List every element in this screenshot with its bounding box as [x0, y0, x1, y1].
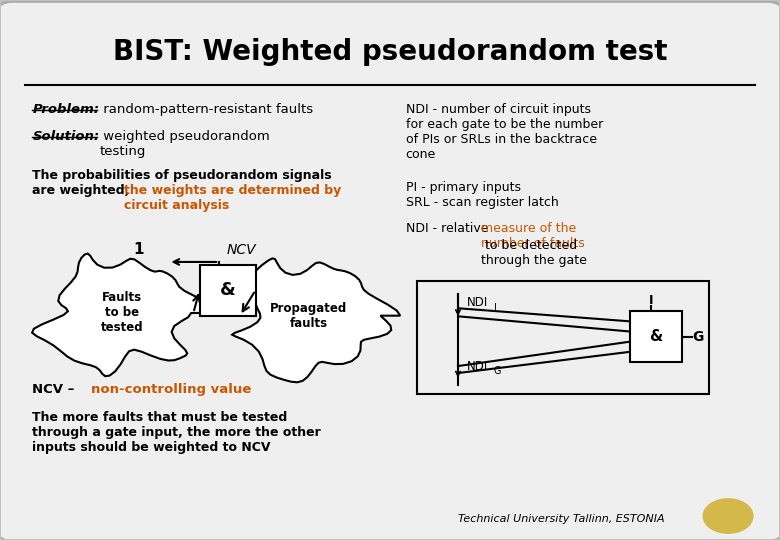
Text: NDI - number of circuit inputs
for each gate to be the number
of PIs or SRLs in : NDI - number of circuit inputs for each … — [406, 104, 603, 161]
Text: The probabilities of pseudorandom signals: The probabilities of pseudorandom signal… — [33, 169, 332, 182]
Text: to be detected
through the gate: to be detected through the gate — [481, 239, 587, 267]
Text: NDI: NDI — [467, 296, 488, 309]
Text: I: I — [494, 303, 497, 313]
Text: weighted pseudorandom
testing: weighted pseudorandom testing — [99, 130, 270, 158]
Text: are weighted,: are weighted, — [33, 184, 134, 197]
Text: G: G — [692, 329, 703, 343]
Text: Faults
to be
tested: Faults to be tested — [101, 292, 144, 334]
Text: Solution:: Solution: — [33, 130, 100, 143]
Text: G: G — [494, 367, 502, 376]
Text: non-controlling value: non-controlling value — [90, 383, 251, 396]
Text: Problem:: Problem: — [33, 104, 100, 117]
Text: &: & — [220, 281, 236, 299]
Text: NCV: NCV — [227, 242, 257, 256]
Text: NDI: NDI — [467, 360, 488, 373]
Text: PI - primary inputs
SRL - scan register latch: PI - primary inputs SRL - scan register … — [406, 181, 558, 210]
Text: 1: 1 — [133, 241, 144, 256]
Text: The more faults that must be tested
through a gate input, the more the other
inp: The more faults that must be tested thro… — [33, 411, 321, 454]
Text: NDI - relative: NDI - relative — [406, 221, 492, 235]
FancyBboxPatch shape — [630, 311, 682, 362]
Text: the weights are determined by
circuit analysis: the weights are determined by circuit an… — [124, 184, 342, 212]
Text: NCV –: NCV – — [33, 383, 80, 396]
Text: measure of the
number of faults: measure of the number of faults — [481, 221, 585, 249]
Circle shape — [704, 499, 753, 533]
Text: BIST: Weighted pseudorandom test: BIST: Weighted pseudorandom test — [113, 38, 667, 66]
Text: &: & — [650, 329, 663, 344]
FancyBboxPatch shape — [200, 265, 256, 316]
Text: Technical University Tallinn, ESTONIA: Technical University Tallinn, ESTONIA — [458, 514, 665, 524]
Text: random-pattern-resistant faults: random-pattern-resistant faults — [99, 104, 314, 117]
Polygon shape — [32, 254, 222, 376]
Text: I: I — [649, 294, 653, 307]
Polygon shape — [232, 259, 400, 382]
Text: Propagated
faults: Propagated faults — [270, 302, 347, 329]
